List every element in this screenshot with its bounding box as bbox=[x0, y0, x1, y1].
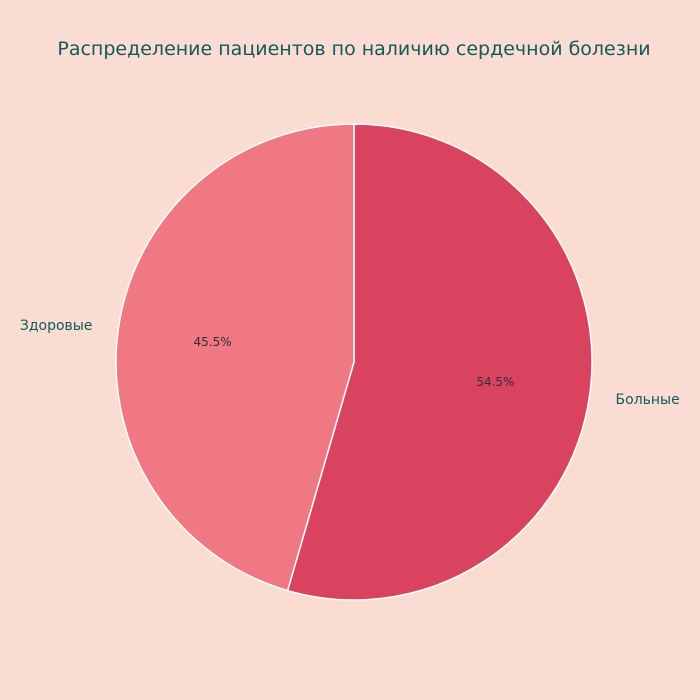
pie-slice-2 bbox=[115, 123, 355, 592]
slice-label-1: Больные bbox=[616, 392, 680, 408]
pie-slices bbox=[115, 123, 593, 601]
slice-label-2: Здоровые bbox=[20, 318, 93, 334]
slice-percent-label-2: 45.5% bbox=[194, 335, 232, 349]
pie-labels: Больные 54.5% Здоровые 45.5% bbox=[20, 318, 680, 408]
chart-title: Распределение пациентов по наличию серде… bbox=[57, 38, 650, 60]
pie-slice-1 bbox=[286, 123, 593, 601]
slice-percent-label-1: 54.5% bbox=[476, 375, 514, 389]
